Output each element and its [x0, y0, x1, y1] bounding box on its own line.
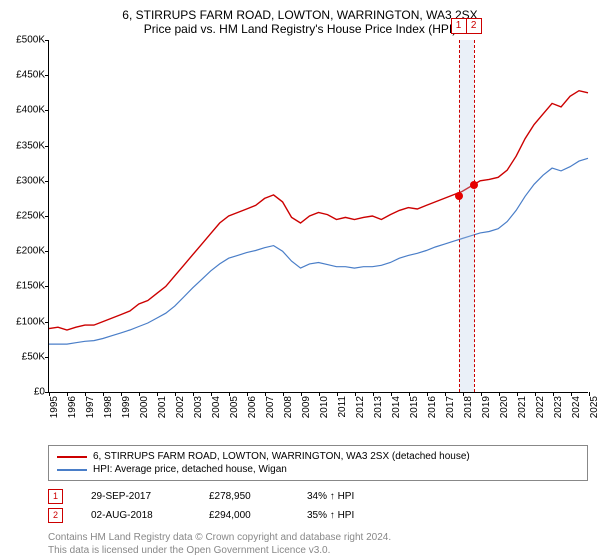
y-axis-label: £300K: [16, 175, 49, 186]
series-hpi: [49, 158, 588, 344]
chart-container: 6, STIRRUPS FARM ROAD, LOWTON, WARRINGTO…: [0, 0, 600, 560]
x-axis-label: 2014: [391, 396, 402, 418]
series-price_paid: [49, 91, 588, 330]
x-axis-label: 1997: [85, 396, 96, 418]
x-axis-label: 2008: [283, 396, 294, 418]
x-axis-label: 2012: [355, 396, 366, 418]
y-axis-label: £250K: [16, 211, 49, 222]
x-axis-label: 2020: [499, 396, 510, 418]
sale-index-badge: 1: [48, 489, 63, 504]
legend-swatch: [57, 469, 87, 471]
footer-line-1: Contains HM Land Registry data © Crown c…: [48, 531, 588, 544]
legend: 6, STIRRUPS FARM ROAD, LOWTON, WARRINGTO…: [48, 445, 588, 481]
footer-line-2: This data is licensed under the Open Gov…: [48, 544, 588, 557]
sale-pct: 35% ↑ HPI: [307, 510, 354, 521]
x-axis-label: 2013: [373, 396, 384, 418]
sale-pct: 34% ↑ HPI: [307, 491, 354, 502]
x-axis-label: 2019: [481, 396, 492, 418]
x-axis-label: 2022: [535, 396, 546, 418]
x-axis-label: 1998: [103, 396, 114, 418]
x-axis-label: 2011: [337, 396, 348, 418]
x-axis-label: 2002: [175, 396, 186, 418]
legend-label: 6, STIRRUPS FARM ROAD, LOWTON, WARRINGTO…: [93, 451, 470, 462]
sale-date: 02-AUG-2018: [91, 510, 181, 521]
line-series-svg: [49, 40, 588, 392]
x-axis-label: 2017: [445, 396, 456, 418]
x-axis-label: 2010: [319, 396, 330, 418]
x-axis-label: 2003: [193, 396, 204, 418]
table-row: 2 02-AUG-2018 £294,000 35% ↑ HPI: [48, 506, 588, 525]
legend-item-price-paid: 6, STIRRUPS FARM ROAD, LOWTON, WARRINGTO…: [57, 450, 579, 463]
chart-title: 6, STIRRUPS FARM ROAD, LOWTON, WARRINGTO…: [0, 0, 600, 22]
sale-flag: 2: [466, 18, 482, 34]
plot-area: £0£50K£100K£150K£200K£250K£300K£350K£400…: [48, 40, 588, 393]
x-axis-label: 1995: [49, 396, 60, 418]
x-axis-label: 2015: [409, 396, 420, 418]
sale-marker: [470, 181, 478, 189]
sales-table: 1 29-SEP-2017 £278,950 34% ↑ HPI 2 02-AU…: [48, 487, 588, 525]
x-axis-label: 2004: [211, 396, 222, 418]
table-row: 1 29-SEP-2017 £278,950 34% ↑ HPI: [48, 487, 588, 506]
legend-item-hpi: HPI: Average price, detached house, Wiga…: [57, 463, 579, 476]
y-axis-label: £200K: [16, 246, 49, 257]
y-axis-label: £0: [34, 387, 49, 398]
y-axis-label: £150K: [16, 281, 49, 292]
sale-marker: [455, 192, 463, 200]
sale-date: 29-SEP-2017: [91, 491, 181, 502]
x-axis-label: 2025: [589, 396, 600, 418]
x-axis-label: 2005: [229, 396, 240, 418]
x-axis-label: 1999: [121, 396, 132, 418]
y-axis-label: £50K: [22, 351, 49, 362]
y-axis-label: £500K: [16, 35, 49, 46]
y-axis-label: £350K: [16, 140, 49, 151]
x-axis-label: 2009: [301, 396, 312, 418]
y-axis-label: £100K: [16, 316, 49, 327]
x-axis-label: 2000: [139, 396, 150, 418]
footer-text: Contains HM Land Registry data © Crown c…: [48, 531, 588, 557]
x-axis-label: 1996: [67, 396, 78, 418]
x-axis-label: 2016: [427, 396, 438, 418]
sale-price: £294,000: [209, 510, 279, 521]
legend-swatch: [57, 456, 87, 458]
sale-flag: 1: [451, 18, 467, 34]
x-axis-label: 2021: [517, 396, 528, 418]
x-axis-label: 2023: [553, 396, 564, 418]
y-axis-label: £450K: [16, 70, 49, 81]
legend-label: HPI: Average price, detached house, Wiga…: [93, 464, 287, 475]
x-axis-label: 2006: [247, 396, 258, 418]
chart-subtitle: Price paid vs. HM Land Registry's House …: [0, 22, 600, 40]
sale-price: £278,950: [209, 491, 279, 502]
sale-index-badge: 2: [48, 508, 63, 523]
x-axis-label: 2001: [157, 396, 168, 418]
y-axis-label: £400K: [16, 105, 49, 116]
x-axis-label: 2024: [571, 396, 582, 418]
x-axis-label: 2018: [463, 396, 474, 418]
x-axis-label: 2007: [265, 396, 276, 418]
